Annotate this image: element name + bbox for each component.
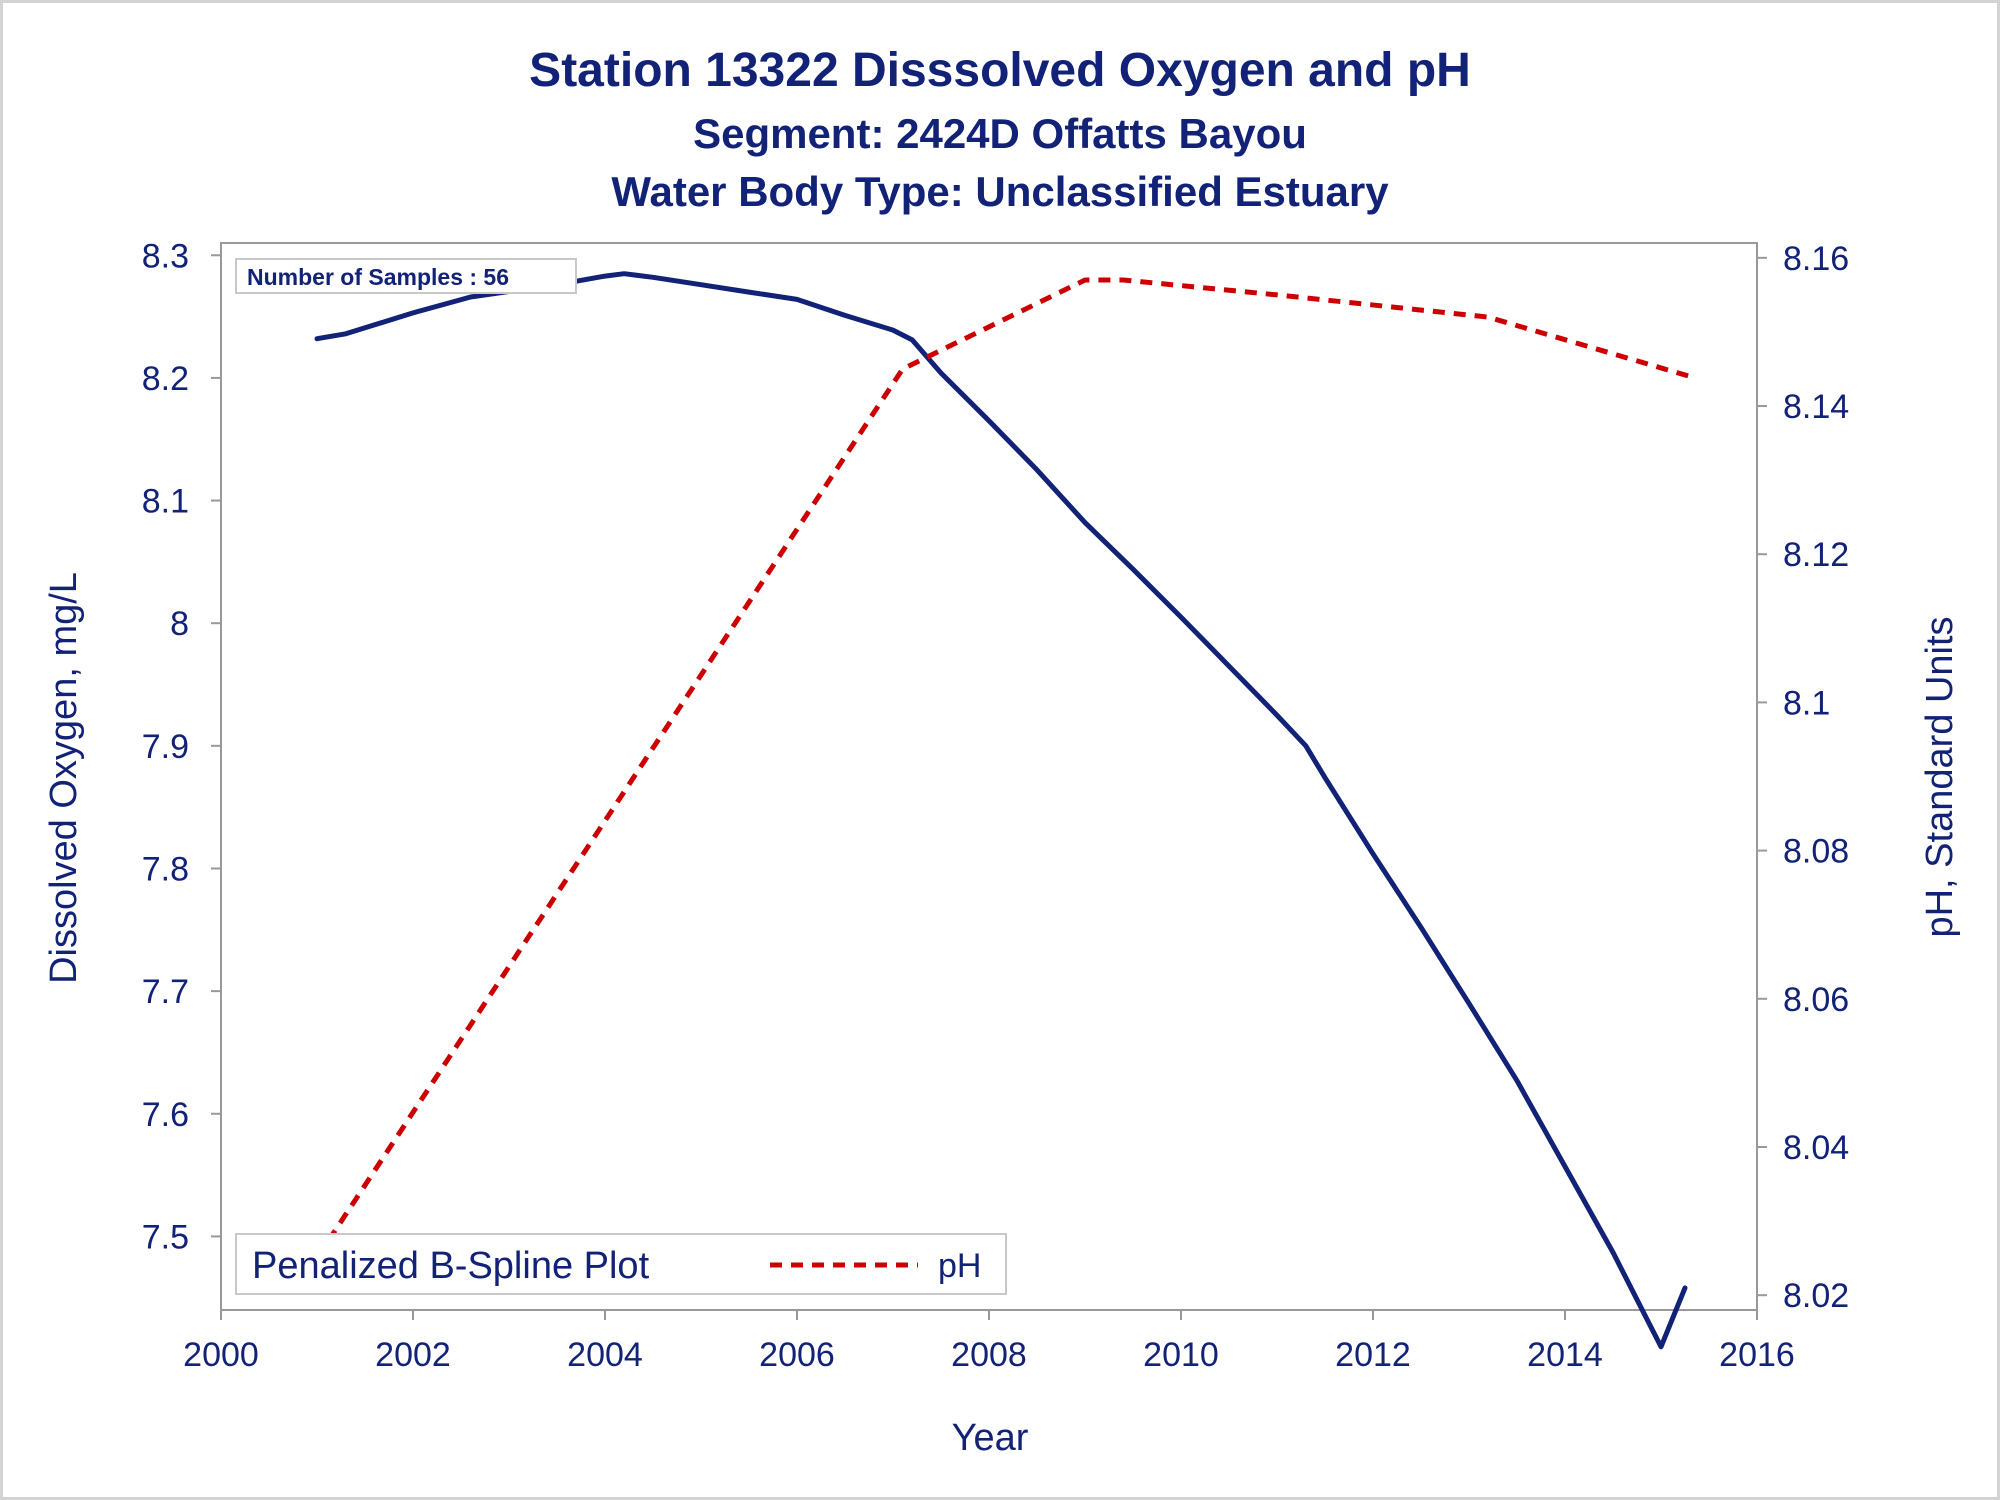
y-left-tick-label: 7.6 <box>142 1096 189 1134</box>
legend-ph-label: pH <box>938 1247 981 1285</box>
y-right-tick-label: 8.06 <box>1783 981 1849 1019</box>
chart-title: Station 13322 Disssolved Oxygen and pH <box>529 44 1471 97</box>
x-tick-label: 2012 <box>1335 1336 1411 1374</box>
y-left-tick-label: 7.8 <box>142 850 189 888</box>
y-left-tick-label: 8.3 <box>142 237 189 275</box>
y-axis-left: 7.5 7.6 7.7 7.8 7.9 8 8.1 8.2 8.3 <box>142 237 221 1256</box>
y-axis-right-label: pH, Standard Units <box>1919 616 1961 937</box>
y-right-tick-label: 8.04 <box>1783 1129 1849 1167</box>
dissolved-oxygen-line <box>314 271 1688 1350</box>
x-axis-label: Year <box>952 1417 1029 1459</box>
y-left-tick-label: 8 <box>170 605 189 643</box>
legend-title: Penalized B-Spline Plot <box>252 1245 650 1287</box>
y-right-tick-label: 8.12 <box>1783 536 1849 574</box>
y-left-tick-label: 8.2 <box>142 360 189 398</box>
x-axis: 2000 2002 2004 2006 2008 2010 2012 2014 2016 <box>183 1310 1795 1374</box>
y-left-tick-label: 7.5 <box>142 1218 189 1256</box>
sample-count-label: Number of Samples : 56 <box>247 264 509 290</box>
x-tick-label: 2004 <box>567 1336 643 1374</box>
ph-line <box>314 277 1691 1260</box>
y-right-tick-label: 8.16 <box>1783 240 1849 278</box>
x-tick-label: 2014 <box>1527 1336 1603 1374</box>
x-tick-label: 2010 <box>1143 1336 1219 1374</box>
y-right-tick-label: 8.08 <box>1783 833 1849 871</box>
chart-subtitle-2: Water Body Type: Unclassified Estuary <box>611 168 1389 215</box>
y-axis-left-label: Dissolved Oxygen, mg/L <box>43 572 85 984</box>
y-right-tick-label: 8.1 <box>1783 684 1830 722</box>
y-left-tick-label: 8.1 <box>142 483 189 521</box>
y-right-tick-label: 8.02 <box>1783 1277 1849 1315</box>
chart-subtitle: Segment: 2424D Offatts Bayou <box>693 110 1307 157</box>
sample-count-box <box>235 258 577 294</box>
x-tick-label: 2000 <box>183 1336 259 1374</box>
x-tick-label: 2006 <box>759 1336 835 1374</box>
y-axis-right: 8.02 8.04 8.06 8.08 8.1 8.12 8.14 8.16 <box>1757 240 1849 1315</box>
x-tick-label: 2016 <box>1719 1336 1795 1374</box>
y-right-tick-label: 8.14 <box>1783 388 1849 426</box>
x-tick-label: 2008 <box>951 1336 1027 1374</box>
y-left-tick-label: 7.7 <box>142 973 189 1011</box>
plot-area <box>220 242 1758 1311</box>
series-layer <box>314 271 1691 1350</box>
y-left-tick-label: 7.9 <box>142 728 189 766</box>
x-tick-label: 2002 <box>375 1336 451 1374</box>
